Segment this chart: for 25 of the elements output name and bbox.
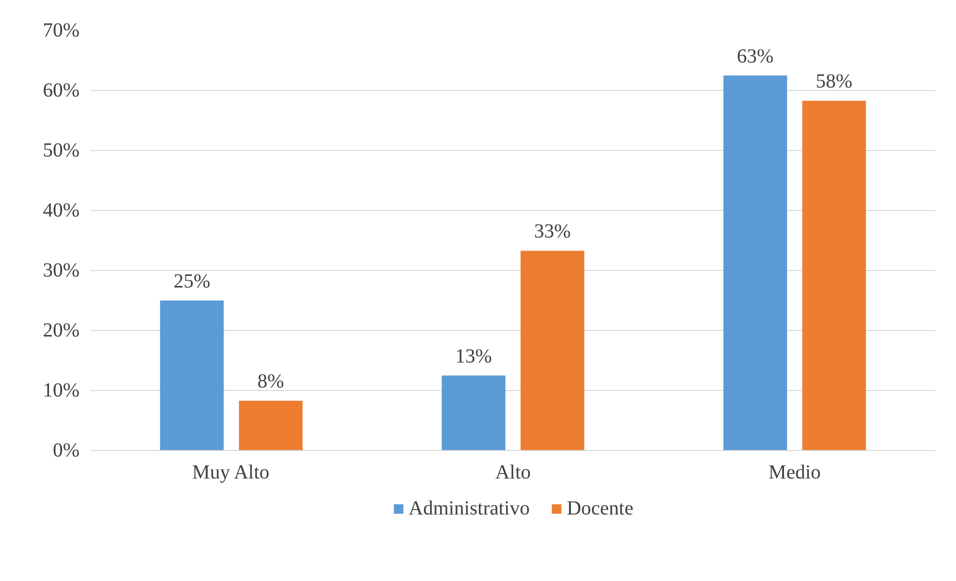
y-tick-label: 30% <box>42 260 80 282</box>
data-label: 25% <box>174 270 210 292</box>
y-tick-label: 20% <box>42 320 80 342</box>
bar <box>160 300 224 450</box>
x-tick-label: Muy Alto <box>192 462 270 484</box>
legend-label: Administrativo <box>408 497 530 520</box>
bar <box>238 400 303 450</box>
data-label: 63% <box>736 46 774 68</box>
y-tick-label: 70% <box>42 20 80 42</box>
data-label: 8% <box>257 370 284 393</box>
y-tick-label: 0% <box>52 440 80 462</box>
bar <box>520 250 584 450</box>
bar <box>723 76 788 450</box>
data-label: 13% <box>455 346 492 368</box>
y-tick-label: 60% <box>42 80 80 102</box>
x-tick-label: Medio <box>768 462 821 484</box>
bar <box>442 376 506 450</box>
x-tick-label: Alto <box>495 462 531 484</box>
data-label: 33% <box>534 220 571 243</box>
legend-label: Docente <box>566 497 634 520</box>
data-label: 58% <box>816 70 852 93</box>
bar <box>802 100 866 450</box>
y-tick-label: 40% <box>42 200 80 222</box>
y-tick-label: 10% <box>42 380 80 402</box>
y-tick-label: 50% <box>42 140 80 162</box>
